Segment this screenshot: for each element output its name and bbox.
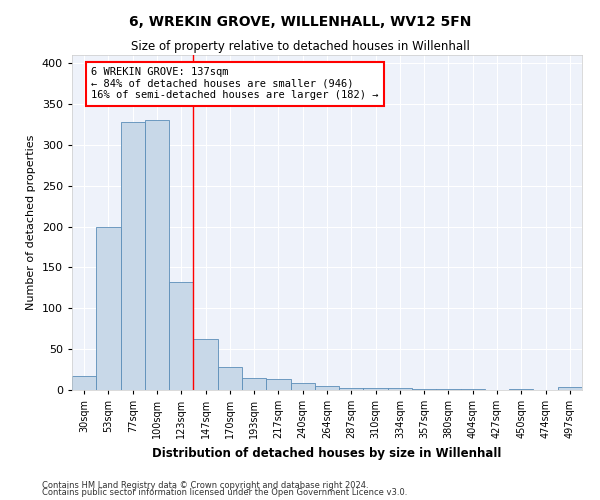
Bar [290,384,315,390]
Bar [218,367,242,390]
Bar [242,378,266,390]
Bar [193,340,218,390]
Bar [388,388,412,390]
Bar [364,388,388,390]
Bar [121,122,145,390]
X-axis label: Distribution of detached houses by size in Willenhall: Distribution of detached houses by size … [152,446,502,460]
Text: 6, WREKIN GROVE, WILLENHALL, WV12 5FN: 6, WREKIN GROVE, WILLENHALL, WV12 5FN [129,15,471,29]
Bar [266,378,290,390]
Bar [145,120,169,390]
Text: 6 WREKIN GROVE: 137sqm
← 84% of detached houses are smaller (946)
16% of semi-de: 6 WREKIN GROVE: 137sqm ← 84% of detached… [91,68,379,100]
Bar [509,389,533,390]
Y-axis label: Number of detached properties: Number of detached properties [26,135,36,310]
Bar [339,388,364,390]
Text: Contains public sector information licensed under the Open Government Licence v3: Contains public sector information licen… [42,488,407,497]
Bar [412,389,436,390]
Bar [558,386,582,390]
Bar [169,282,193,390]
Text: Contains HM Land Registry data © Crown copyright and database right 2024.: Contains HM Land Registry data © Crown c… [42,480,368,490]
Bar [96,226,121,390]
Text: Size of property relative to detached houses in Willenhall: Size of property relative to detached ho… [131,40,469,53]
Bar [461,389,485,390]
Bar [315,386,339,390]
Bar [436,389,461,390]
Bar [72,376,96,390]
